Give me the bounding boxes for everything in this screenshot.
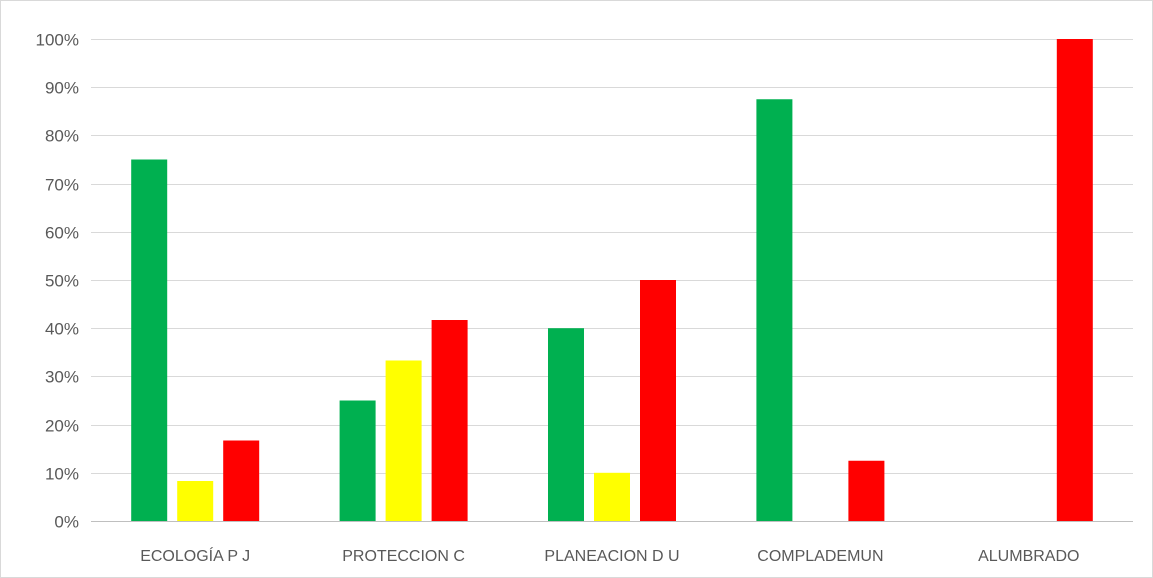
gridlines bbox=[91, 39, 1133, 522]
bars bbox=[131, 39, 1093, 521]
y-tick-label: 50% bbox=[45, 272, 79, 291]
bar bbox=[131, 159, 168, 521]
y-tick-label: 90% bbox=[45, 79, 79, 98]
bar bbox=[594, 472, 630, 521]
bar bbox=[756, 99, 793, 521]
y-tick-label: 0% bbox=[54, 513, 79, 532]
x-category-label: ECOLOGÍA P J bbox=[140, 546, 250, 565]
bar bbox=[548, 328, 584, 521]
bar bbox=[848, 460, 885, 521]
y-tick-label: 100% bbox=[36, 31, 79, 50]
y-tick-label: 80% bbox=[45, 127, 79, 146]
x-axis-category-labels: ECOLOGÍA P J PROTECCION C PLANEACION D U CO… bbox=[140, 546, 1079, 565]
bar bbox=[431, 320, 468, 521]
y-tick-label: 20% bbox=[45, 417, 79, 436]
y-tick-label: 40% bbox=[45, 320, 79, 339]
x-category-label: PLANEACION D U bbox=[544, 548, 679, 565]
x-category-label: COMPLADEMUN bbox=[757, 548, 883, 565]
bar bbox=[223, 440, 260, 521]
bar bbox=[640, 280, 676, 521]
bar bbox=[1056, 39, 1093, 521]
y-axis-tick-labels: 0% 10% 20% 30% 40% 50% 60% 70% 80% 90% 100% bbox=[36, 31, 79, 532]
x-category-label: PROTECCION C bbox=[342, 548, 465, 565]
bar bbox=[385, 360, 422, 521]
y-tick-label: 10% bbox=[45, 465, 79, 484]
bar bbox=[339, 400, 376, 521]
y-tick-label: 70% bbox=[45, 176, 79, 195]
y-tick-label: 30% bbox=[45, 368, 79, 387]
y-tick-label: 60% bbox=[45, 224, 79, 243]
bar bbox=[177, 480, 214, 521]
x-category-label: ALUMBRADO bbox=[978, 548, 1079, 565]
